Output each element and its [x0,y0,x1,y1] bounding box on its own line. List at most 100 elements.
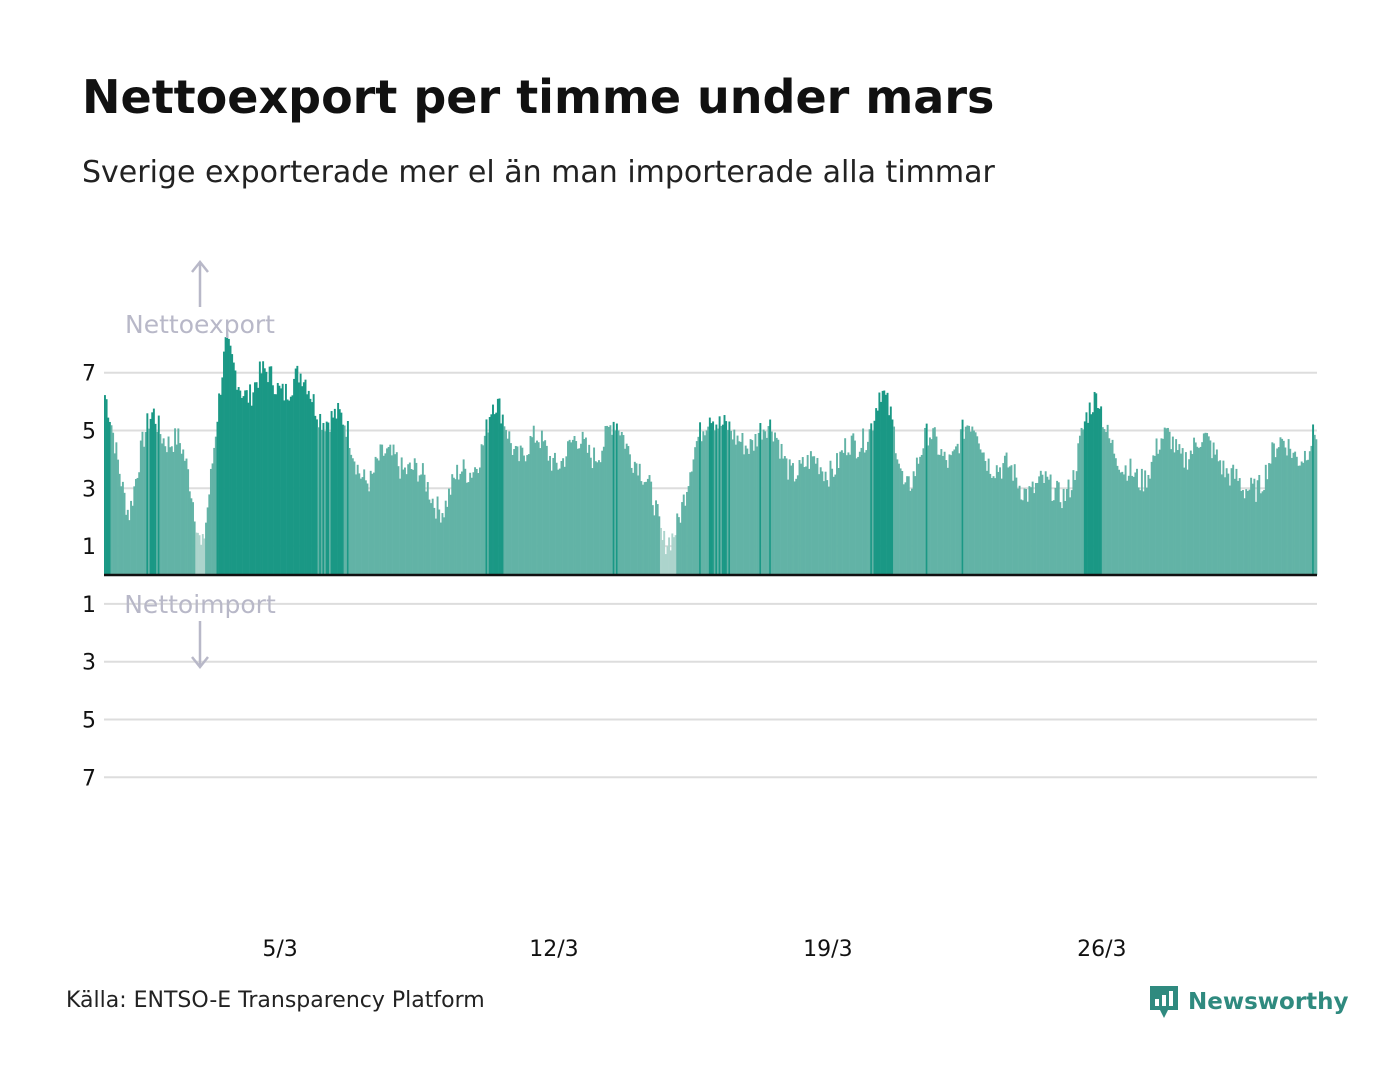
hour-bar [1092,412,1094,575]
hour-bar [1155,438,1158,575]
hour-bar [604,426,607,575]
hour-bar [395,452,398,575]
hour-bar [658,516,661,575]
hour-bar [188,491,191,575]
hour-bar [907,476,910,575]
hour-bar [430,503,433,575]
hour-bar [405,474,408,575]
hour-bar [1127,475,1130,575]
hour-bar [920,454,923,575]
hour-bar [1046,476,1049,575]
hour-bar [467,482,470,575]
hour-bar [971,426,974,575]
hour-bar [570,442,573,575]
hour-bar [796,475,799,575]
hour-bar [500,423,503,575]
hour-bar [1219,460,1222,575]
hour-bar [229,345,232,575]
hour-bar [236,389,238,575]
hour-bar [775,437,778,575]
hour-bar [1047,479,1050,575]
hour-bar [712,421,715,575]
hour-bar [862,428,865,575]
hour-bar [1299,465,1301,575]
hour-bar [1051,500,1054,575]
hour-bar [942,455,944,575]
hour-bar [552,457,555,575]
hour-bar [443,517,446,575]
hour-bar [288,400,291,575]
hour-bar [638,463,641,575]
hour-bar [808,468,811,575]
hour-bar [992,476,995,575]
hour-bar [999,467,1002,575]
hour-bar [514,445,517,575]
hour-bar [591,468,594,575]
hour-bar [581,431,584,575]
hour-bar [726,430,729,575]
hour-bar [550,470,553,575]
hour-bar [1026,501,1029,575]
hour-bar [832,476,835,575]
hour-bar [141,431,144,575]
hour-bar [770,431,773,575]
hour-bar [573,436,576,575]
hour-bar [899,468,902,575]
hour-bar [593,447,596,575]
hour-bar [532,425,535,575]
hour-bar [1276,448,1279,575]
hour-bar [399,478,402,575]
hour-bar [390,455,393,575]
hour-bar [1008,466,1011,575]
hour-bar [617,430,620,575]
hour-bar [421,463,424,575]
hour-bar [774,432,777,575]
hour-bar [643,482,646,575]
hour-bar [1013,464,1016,575]
hour-bar [1165,428,1168,575]
hour-bar [1268,463,1271,575]
hour-bar [829,460,832,575]
hour-bar [164,446,167,575]
hour-bar [183,460,186,575]
hour-bar [1266,479,1269,575]
hour-bar [756,446,759,575]
hour-bar [684,505,687,575]
hour-bar [1180,453,1182,575]
hour-bar [1248,489,1251,575]
hour-bar [901,470,904,575]
hour-bar [624,448,627,575]
hour-bar [1064,501,1067,575]
hour-bar [410,469,413,575]
hour-bar [1134,472,1137,575]
hour-bar [434,518,437,575]
hour-bar [1186,469,1189,575]
hour-bar [431,498,434,575]
hour-bar [200,544,203,575]
hour-bar [358,473,361,575]
hour-bar [1150,461,1153,575]
hour-bar [721,424,724,575]
hour-bar [351,458,354,575]
hour-bar [172,451,175,575]
hour-bar [951,451,954,575]
hour-bar [521,447,524,575]
hour-bar [408,462,411,575]
hour-bar [904,482,907,575]
hour-bar [206,507,209,575]
hour-bar [503,426,506,575]
hour-bar [1065,489,1068,575]
hour-bar [699,422,702,575]
hour-bar [883,390,886,575]
hour-bar [565,456,568,575]
hour-bar [679,522,682,575]
hour-bar [863,452,866,575]
hour-bar [915,457,918,575]
hour-bar [1188,459,1191,575]
hour-bar [1207,436,1210,575]
hour-bar [1052,500,1055,575]
hour-bar [231,354,234,575]
hour-bar [389,444,392,575]
hour-bar [258,361,261,575]
hour-bar [418,475,421,575]
